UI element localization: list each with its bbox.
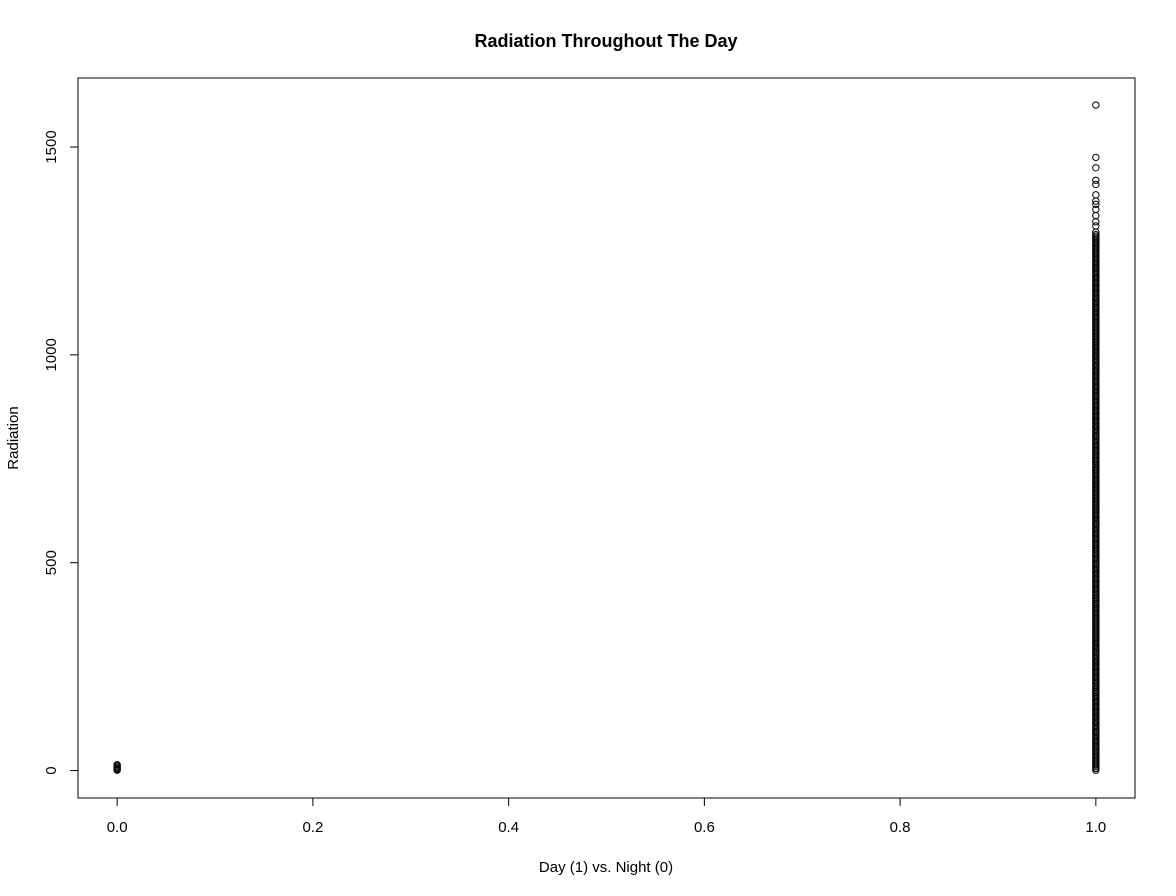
plot-frame (77, 77, 1136, 799)
data-point (1092, 164, 1100, 172)
data-point (1092, 231, 1100, 239)
data-point (1092, 218, 1100, 226)
data-point (1092, 205, 1100, 214)
data-point (1092, 176, 1100, 184)
data-point (1092, 153, 1100, 162)
x-tick-label: 0.4 (498, 819, 519, 836)
x-tick-label: 0.0 (107, 819, 128, 836)
x-tick-label: 1.0 (1085, 819, 1106, 836)
data-point (1092, 191, 1100, 199)
x-axis: 0.0 0.2 0.4 0.6 0.8 1.0 (107, 797, 1106, 836)
x-tick-label: 0.6 (694, 819, 715, 836)
y-tick-label: 1000 (43, 338, 60, 371)
data-point (113, 761, 121, 769)
x-tick-label: 0.2 (302, 819, 323, 836)
y-tick-label: 1500 (43, 130, 60, 163)
y-tick-label: 500 (43, 550, 60, 575)
data-point (1092, 101, 1100, 109)
y-axis: 0 500 1000 1500 (43, 130, 79, 775)
chart-title: Radiation Throughout The Day (475, 31, 738, 51)
y-tick-label: 0 (43, 766, 60, 774)
data-points (113, 101, 1100, 774)
data-point (1092, 180, 1100, 189)
x-axis-label: Day (1) vs. Night (0) (539, 859, 673, 876)
data-point (1092, 200, 1100, 209)
x-tick-label: 0.8 (890, 819, 911, 836)
data-point (1092, 222, 1100, 230)
data-point (1092, 211, 1100, 220)
y-axis-label: Radiation (5, 406, 22, 469)
